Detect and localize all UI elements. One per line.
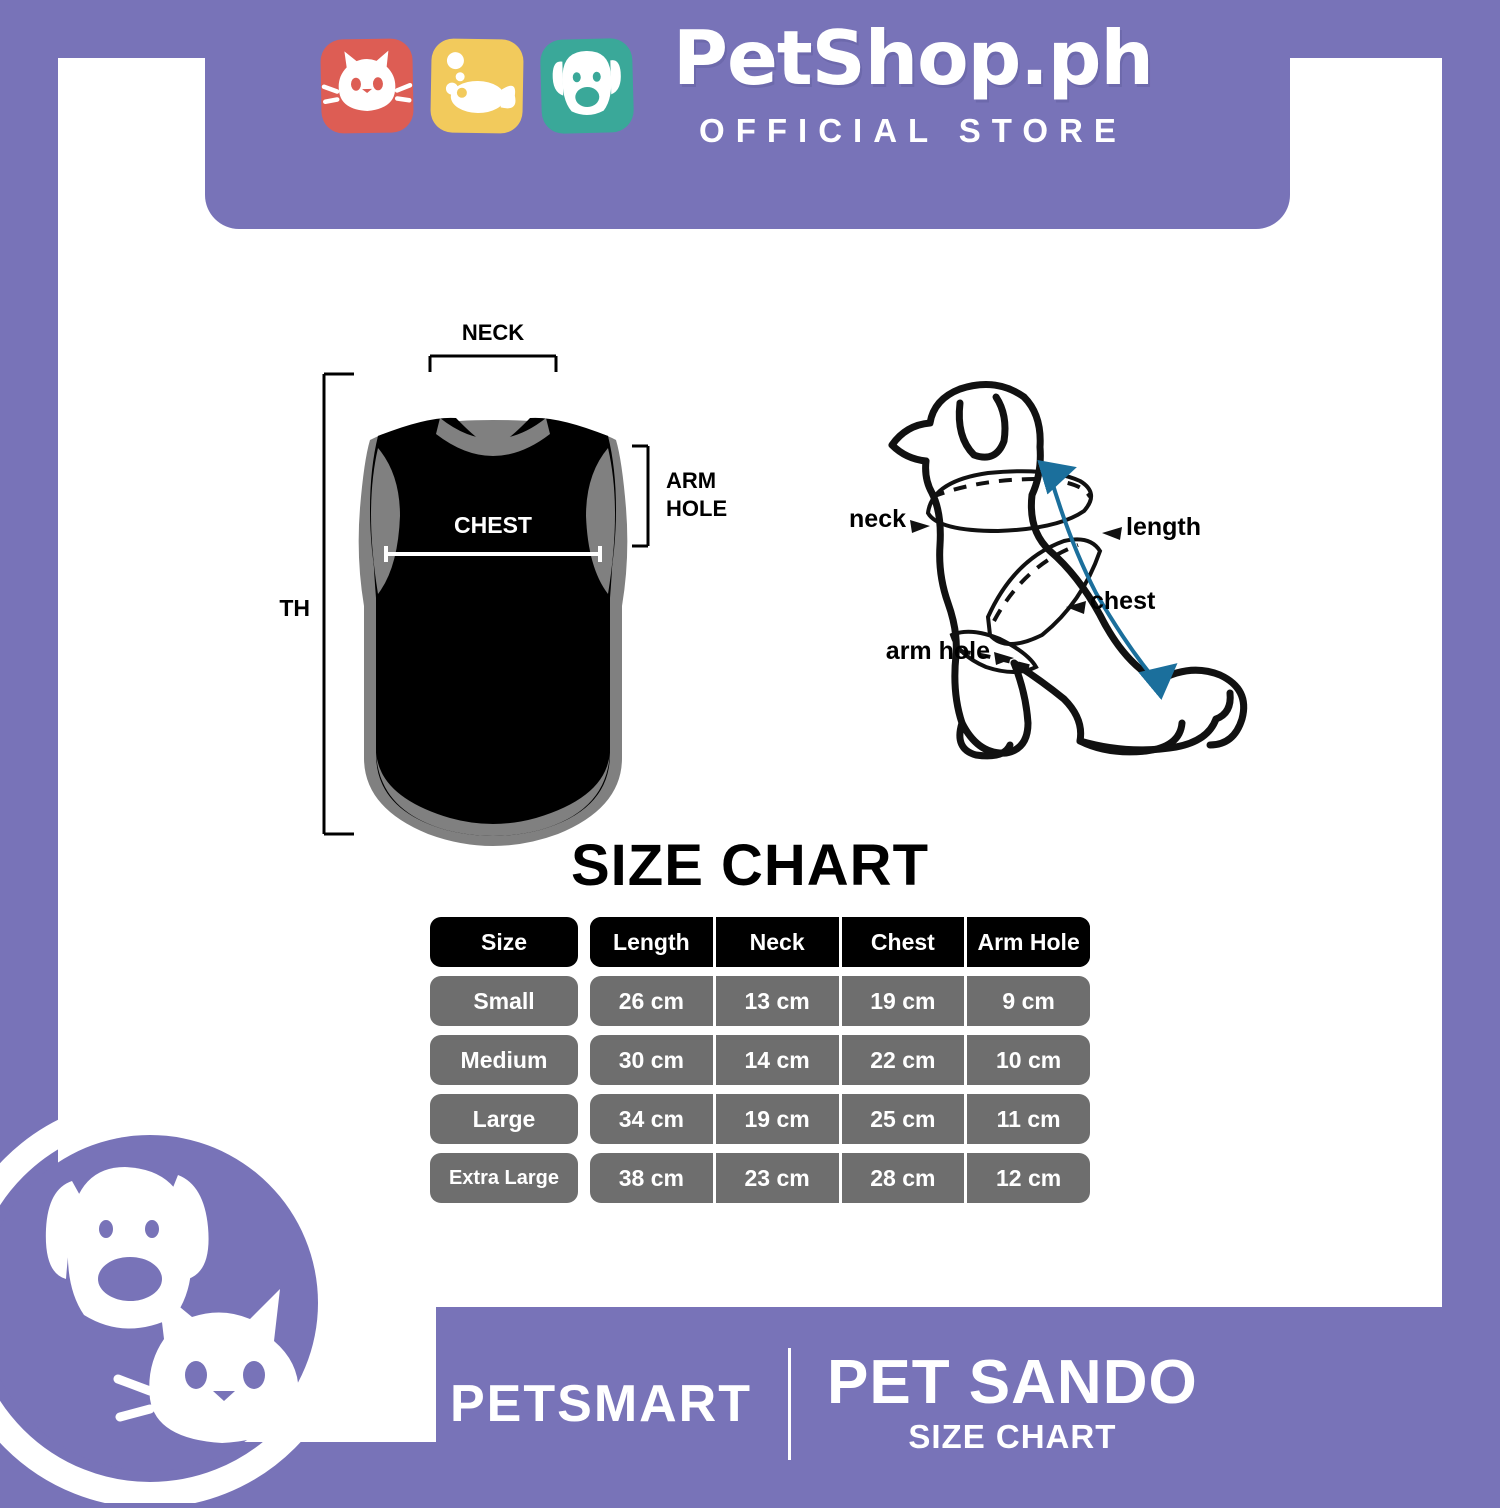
cell-length: 26 cm	[590, 976, 713, 1026]
size-chart-title: SIZE CHART	[571, 833, 929, 898]
svg-text:LENGTH: LENGTH	[278, 595, 310, 621]
table-row: Extra Large 38 cm 23 cm 28 cm 12 cm	[430, 1153, 1090, 1203]
cell-neck: 23 cm	[712, 1153, 839, 1203]
dog-label-length: length	[1126, 513, 1201, 541]
size-chart-table: Size Length Neck Chest Arm Hole Small 26…	[430, 917, 1090, 1212]
svg-text:NECK: NECK	[462, 320, 524, 345]
dog-label-neck: neck	[849, 505, 906, 533]
cell-length: 30 cm	[590, 1035, 713, 1085]
table-row: Small 26 cm 13 cm 19 cm 9 cm	[430, 976, 1090, 1026]
cat-tile	[320, 38, 414, 134]
row-values: 30 cm 14 cm 22 cm 10 cm	[590, 1035, 1090, 1085]
row-values: 26 cm 13 cm 19 cm 9 cm	[590, 976, 1090, 1026]
dog-label-armhole: arm hole	[886, 637, 990, 665]
svg-text:ARM: ARM	[666, 468, 716, 493]
footer-band: PETSMART PET SANDO SIZE CHART	[436, 1307, 1500, 1500]
row-values: 38 cm 23 cm 28 cm 12 cm	[590, 1153, 1090, 1203]
table-header-neck: Neck	[712, 917, 839, 967]
cell-armhole: 9 cm	[964, 976, 1090, 1026]
cell-armhole: 12 cm	[964, 1153, 1090, 1203]
table-header-armhole: Arm Hole	[964, 917, 1090, 967]
cell-chest: 25 cm	[838, 1094, 965, 1144]
row-size-label: Small	[430, 976, 578, 1026]
cell-length: 34 cm	[590, 1094, 713, 1144]
brand-subtitle: OFFICIAL STORE	[699, 112, 1127, 149]
row-size-label: Extra Large	[430, 1153, 578, 1203]
footer-product-subtitle: SIZE CHART	[908, 1417, 1117, 1455]
row-values: 34 cm 19 cm 25 cm 11 cm	[590, 1094, 1090, 1144]
table-header-length: Length	[590, 917, 713, 967]
footer-store-name: PETSMART	[450, 1374, 752, 1433]
footer-product-name: PET SANDO	[827, 1347, 1198, 1417]
table-row: Large 34 cm 19 cm 25 cm 11 cm	[430, 1094, 1090, 1144]
svg-text:HOLE: HOLE	[666, 496, 727, 521]
cell-armhole: 10 cm	[964, 1035, 1090, 1085]
row-size-label: Medium	[430, 1035, 578, 1085]
row-size-label: Large	[430, 1094, 578, 1144]
table-header-size: Size	[430, 917, 578, 967]
garment-diagram: NECK ARM HOLE CHEST LENGTH	[215, 318, 798, 863]
cell-armhole: 11 cm	[964, 1094, 1090, 1144]
dog-measurement-diagram: neck length chest arm hole	[828, 363, 1298, 788]
dog-label-chest: chest	[1090, 587, 1156, 615]
table-header-row: Size Length Neck Chest Arm Hole	[430, 917, 1090, 967]
fish-tile	[430, 38, 524, 134]
table-header-chest: Chest	[838, 917, 965, 967]
cell-chest: 28 cm	[838, 1153, 965, 1203]
brand-name: PetShop.ph	[673, 14, 1154, 102]
table-row: Medium 30 cm 14 cm 22 cm 10 cm	[430, 1035, 1090, 1085]
svg-text:CHEST: CHEST	[454, 512, 532, 538]
cell-neck: 19 cm	[712, 1094, 839, 1144]
cell-length: 38 cm	[590, 1153, 713, 1203]
dog-cat-circle-logo	[0, 1098, 355, 1508]
footer-product-block: PET SANDO SIZE CHART	[827, 1347, 1198, 1456]
dog-tile	[539, 37, 635, 135]
footer-divider	[788, 1347, 791, 1460]
header-banner: PetShop.ph OFFICIAL STORE	[205, 0, 1290, 229]
brand-text-block: PetShop.ph OFFICIAL STORE	[673, 14, 1154, 150]
table-header-measurements: Length Neck Chest Arm Hole	[590, 917, 1090, 967]
cell-neck: 14 cm	[712, 1035, 839, 1085]
cell-chest: 22 cm	[838, 1035, 965, 1085]
cell-neck: 13 cm	[712, 976, 839, 1026]
brand-logo-group: PetShop.ph OFFICIAL STORE	[320, 14, 1154, 150]
cell-chest: 19 cm	[838, 976, 965, 1026]
measurement-diagrams: NECK ARM HOLE CHEST LENGTH	[58, 258, 1442, 846]
